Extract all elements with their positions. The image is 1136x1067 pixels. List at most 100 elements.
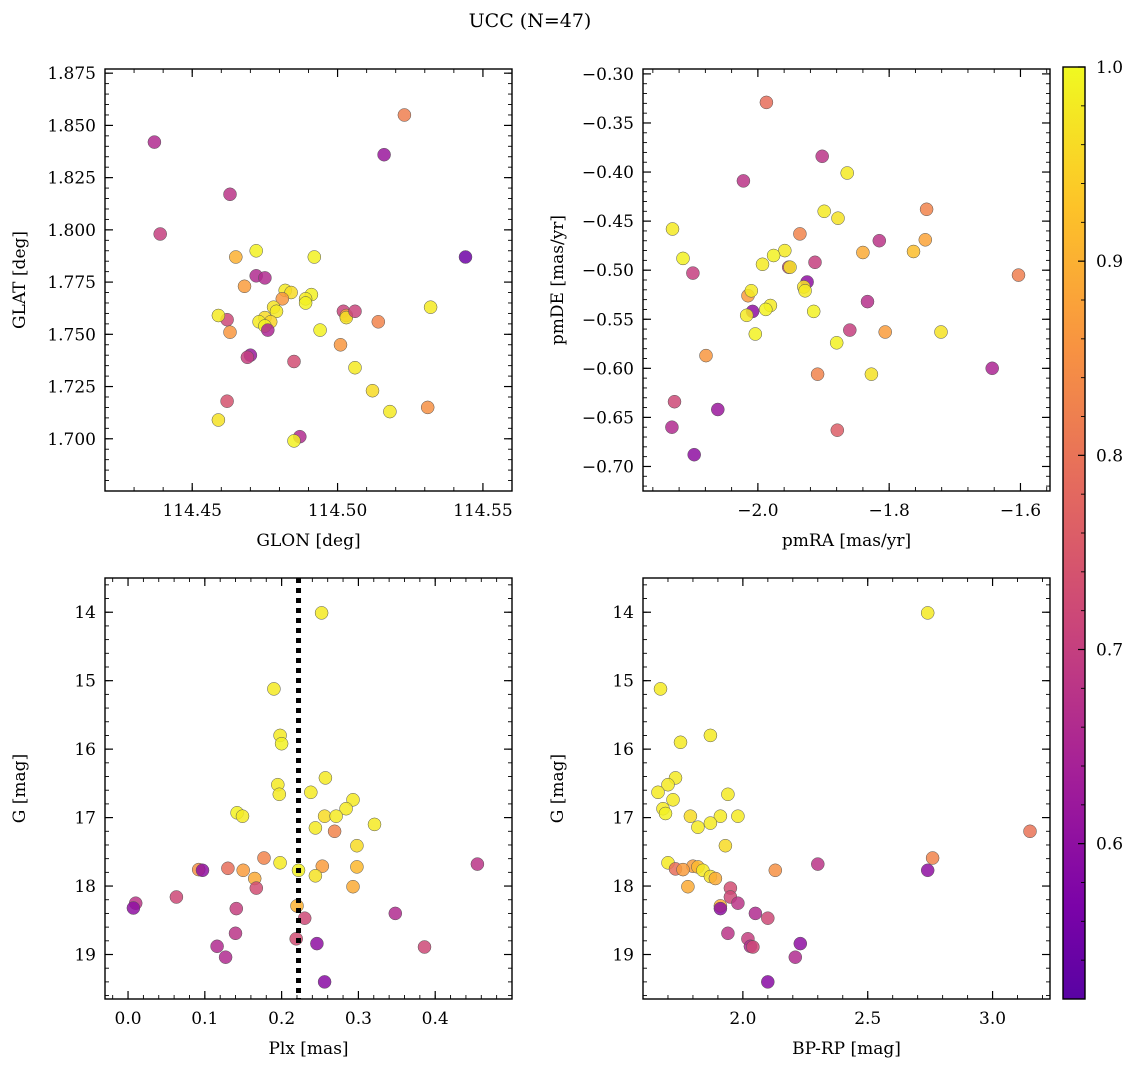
data-point xyxy=(683,809,698,823)
data-point xyxy=(731,809,745,823)
y-tick-label: −0.70 xyxy=(582,457,634,477)
data-point xyxy=(744,284,759,298)
y-tick-label: 18 xyxy=(612,877,634,897)
data-point xyxy=(315,859,330,873)
data-point xyxy=(788,950,803,964)
y-tick-label: 1.800 xyxy=(47,221,96,241)
data-point xyxy=(759,95,774,110)
data-point xyxy=(686,266,700,280)
y-tick-label: 15 xyxy=(612,672,634,692)
data-point xyxy=(371,315,386,329)
data-point xyxy=(223,325,237,339)
data-point xyxy=(257,851,271,865)
panel-pmra_pmde: −2.0 −1.8 −1.6 −0.70 −0.65 −0.60 −0.55 −0.50 −0.… xyxy=(548,65,1051,551)
y-tick-label: 15 xyxy=(74,672,96,692)
data-point xyxy=(665,420,679,434)
data-point xyxy=(676,251,690,266)
data-point xyxy=(736,174,751,188)
y-tick-label: 17 xyxy=(74,809,96,829)
data-point xyxy=(783,260,797,274)
y-tick-label: 19 xyxy=(74,946,96,966)
data-point xyxy=(367,817,382,832)
data-point xyxy=(236,863,250,878)
data-point xyxy=(304,785,318,800)
axes-frame xyxy=(642,577,1051,1000)
scatter-points xyxy=(651,606,1037,989)
data-point xyxy=(1023,824,1037,839)
data-point xyxy=(318,771,333,785)
colorbar: 0.6 0.7 0.8 0.9 1.0 xyxy=(1062,58,1123,1000)
data-point xyxy=(287,354,301,369)
y-tick-label: 16 xyxy=(612,740,634,760)
y-axis-label: G [mag] xyxy=(10,754,30,823)
data-point xyxy=(699,348,713,363)
y-tick-label: 1.725 xyxy=(47,378,96,398)
data-point xyxy=(761,975,775,989)
data-point xyxy=(348,304,362,319)
axes-frame xyxy=(104,577,513,1000)
data-point xyxy=(856,245,870,260)
data-point xyxy=(287,434,301,448)
data-point xyxy=(229,250,243,264)
y-tick-label: −0.50 xyxy=(582,261,634,281)
data-point xyxy=(793,936,808,951)
data-point xyxy=(759,302,773,317)
data-point xyxy=(906,244,921,259)
y-tick-label: −0.40 xyxy=(582,163,634,183)
data-point xyxy=(703,728,718,743)
data-point xyxy=(388,906,403,921)
data-point xyxy=(829,336,844,350)
panel-plx_g: 0.0 0.1 0.2 0.3 0.4 14 15 16 17 18 19 Plx [mas] G [m… xyxy=(10,577,513,1059)
data-point xyxy=(920,863,935,878)
x-tick-label: 2.0 xyxy=(729,1009,756,1029)
data-point xyxy=(840,166,854,180)
data-point xyxy=(228,926,243,941)
data-point xyxy=(317,975,332,989)
data-point xyxy=(313,323,327,337)
y-tick-label: 19 xyxy=(612,946,634,966)
data-point xyxy=(860,294,875,309)
data-point xyxy=(307,250,322,264)
data-point xyxy=(817,204,831,219)
data-point xyxy=(273,856,287,870)
y-axis-label: pmDE [mas/yr] xyxy=(548,215,568,345)
data-point xyxy=(327,824,342,839)
data-point xyxy=(918,233,933,247)
data-point xyxy=(766,248,781,263)
figure-title: UCC (N=47) xyxy=(469,10,592,32)
data-point xyxy=(713,901,728,916)
data-point xyxy=(210,939,224,954)
data-point xyxy=(218,950,233,964)
data-point xyxy=(713,809,728,823)
data-point xyxy=(872,233,887,248)
data-point xyxy=(310,936,324,951)
scatter-points xyxy=(126,606,485,989)
data-point xyxy=(665,222,680,236)
x-tick-label: 0.2 xyxy=(268,1009,295,1029)
data-point xyxy=(806,304,821,319)
data-point xyxy=(258,271,272,285)
data-point xyxy=(126,901,141,915)
y-tick-label: −0.65 xyxy=(582,408,634,428)
data-point xyxy=(274,736,289,751)
data-point xyxy=(458,250,473,264)
data-point xyxy=(864,367,879,381)
y-tick-label: 1.850 xyxy=(47,116,96,136)
data-point xyxy=(308,821,323,835)
data-point xyxy=(721,926,735,941)
data-point xyxy=(350,860,364,874)
data-point xyxy=(919,202,934,217)
y-tick-label: −0.60 xyxy=(582,359,634,379)
y-tick-label: 16 xyxy=(74,740,96,760)
data-point xyxy=(221,861,235,876)
y-tick-label: −0.45 xyxy=(582,212,634,232)
data-point xyxy=(329,809,343,823)
data-point xyxy=(317,809,332,823)
colorbar-tick-label: 0.6 xyxy=(1096,835,1123,855)
axes-frame xyxy=(104,68,513,492)
data-point xyxy=(721,787,735,802)
scatter-points xyxy=(665,95,1026,462)
data-point xyxy=(308,869,323,883)
data-point xyxy=(718,838,733,853)
data-point xyxy=(676,862,690,877)
